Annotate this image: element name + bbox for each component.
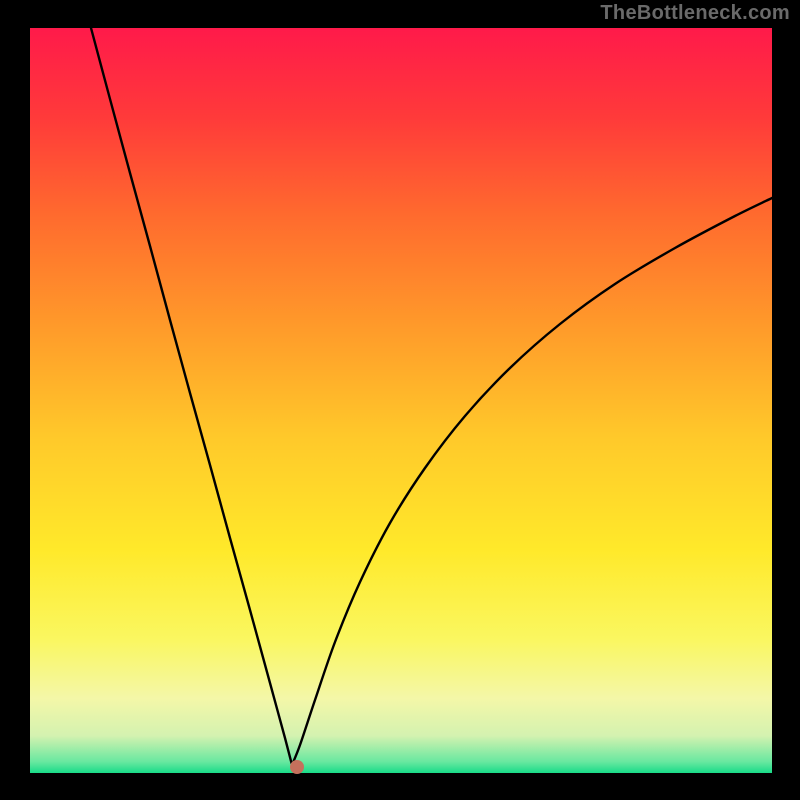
watermark-text: TheBottleneck.com <box>600 2 790 25</box>
vertex-marker <box>290 760 304 774</box>
bottleneck-curve <box>0 0 800 800</box>
